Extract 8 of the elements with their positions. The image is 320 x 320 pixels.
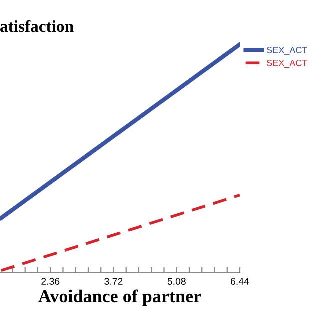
legend-label: SEX_ACT: [266, 47, 308, 56]
x-tick-label: 3.72: [104, 278, 123, 285]
x-tick-label: 6.44: [231, 278, 250, 285]
x-tick-label: 2.36: [42, 278, 60, 285]
x-axis-title: Avoidance of partner: [38, 290, 202, 306]
legend-label: SEX_ACT: [266, 60, 308, 68]
chart-title: atisfaction: [0, 20, 74, 32]
x-tick-label: 5.08: [168, 278, 186, 285]
